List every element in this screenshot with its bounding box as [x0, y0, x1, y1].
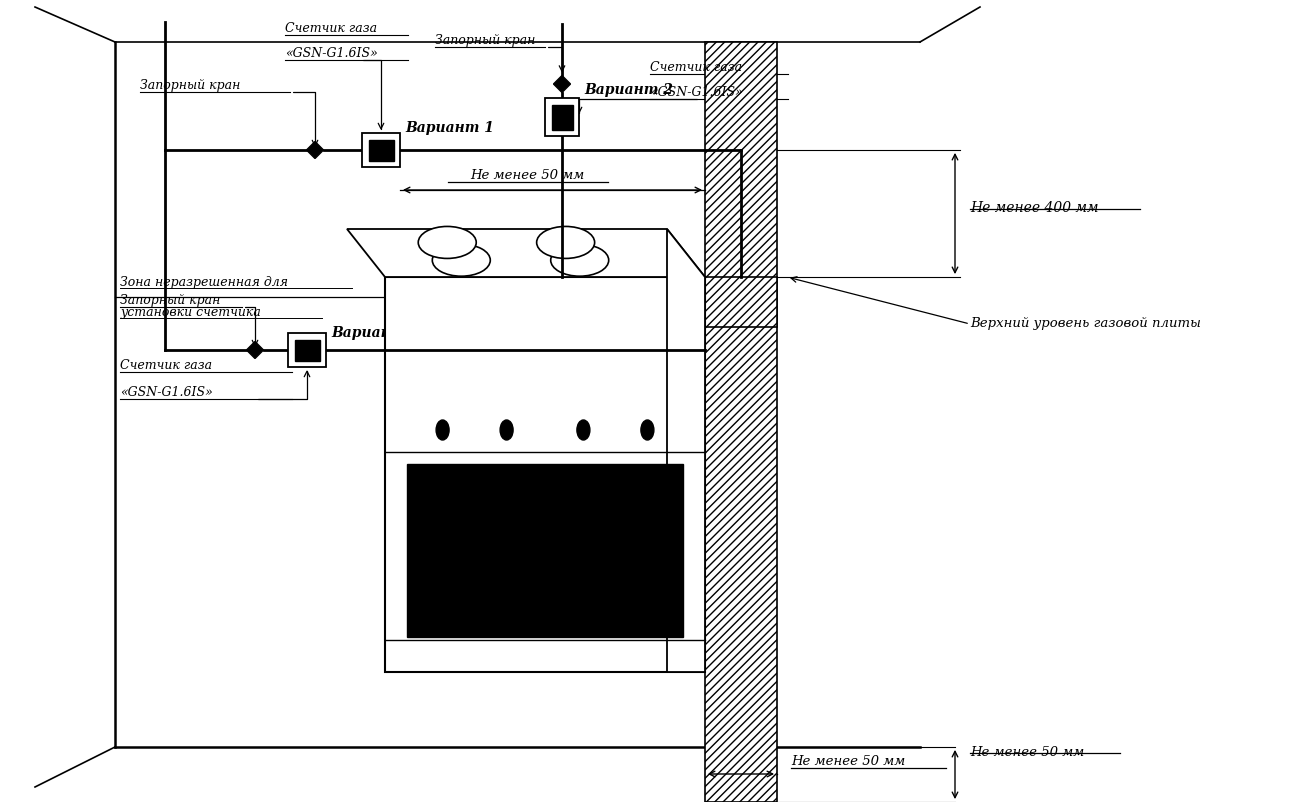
Text: «GSN-G1.6IS»: «GSN-G1.6IS»: [650, 86, 743, 99]
Ellipse shape: [641, 420, 654, 440]
Bar: [407, 464, 683, 637]
Ellipse shape: [419, 226, 477, 258]
Text: Вариант 3: Вариант 3: [331, 326, 420, 340]
Text: установки счетчика: установки счетчика: [120, 306, 261, 319]
Bar: [362, 133, 401, 167]
Text: Счетчик газа: Счетчик газа: [286, 22, 377, 35]
Text: Запорный кран: Запорный кран: [120, 294, 221, 307]
Ellipse shape: [536, 226, 594, 258]
Ellipse shape: [433, 244, 490, 276]
Bar: [552, 104, 572, 129]
Bar: [385, 277, 705, 672]
Text: Счетчик газа: Счетчик газа: [650, 61, 742, 74]
Text: Не менее 400 мм: Не менее 400 мм: [970, 201, 1098, 216]
Text: Не менее 50 мм: Не менее 50 мм: [470, 169, 584, 182]
Bar: [368, 140, 394, 160]
Ellipse shape: [550, 244, 609, 276]
Text: Зона неразрешенная для: Зона неразрешенная для: [120, 276, 288, 289]
Bar: [545, 98, 579, 136]
Text: Не менее 50 мм: Не менее 50 мм: [970, 746, 1084, 759]
Text: «GSN-G1.6IS»: «GSN-G1.6IS»: [120, 386, 213, 399]
Text: Счетчик газа: Счетчик газа: [120, 359, 212, 372]
Text: Вариант 2: Вариант 2: [584, 83, 673, 97]
Text: Вариант 1: Вариант 1: [404, 121, 494, 135]
Polygon shape: [306, 141, 323, 159]
Ellipse shape: [578, 420, 590, 440]
Ellipse shape: [437, 420, 450, 440]
Text: Запорный кран: Запорный кран: [140, 79, 240, 92]
Polygon shape: [553, 75, 571, 92]
Text: «GSN-G1.6IS»: «GSN-G1.6IS»: [286, 47, 377, 60]
Bar: [295, 339, 319, 361]
Polygon shape: [667, 229, 705, 672]
Bar: [385, 277, 776, 327]
Text: Не менее 50 мм: Не менее 50 мм: [791, 755, 906, 768]
Text: Запорный кран: Запорный кран: [435, 34, 535, 47]
Ellipse shape: [500, 420, 513, 440]
Text: Верхний уровень газовой плиты: Верхний уровень газовой плиты: [970, 318, 1200, 330]
Bar: [288, 333, 326, 367]
Bar: [705, 42, 776, 802]
Polygon shape: [247, 342, 264, 358]
Polygon shape: [348, 229, 705, 277]
